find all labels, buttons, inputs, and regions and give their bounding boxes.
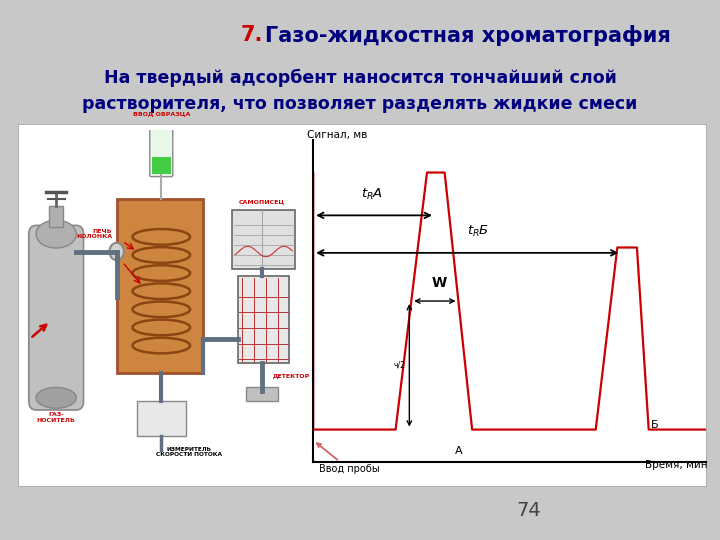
- Text: растворителя, что позволяет разделять жидкие смеси: растворителя, что позволяет разделять жи…: [82, 94, 638, 113]
- Text: На твердый адсорбент наносится тончайший слой: На твердый адсорбент наносится тончайший…: [104, 69, 616, 87]
- Text: А: А: [454, 446, 462, 456]
- FancyBboxPatch shape: [152, 157, 171, 174]
- Text: ИЗМЕРИТЕЛЬ
СКОРОСТИ ПОТОКА: ИЗМЕРИТЕЛЬ СКОРОСТИ ПОТОКА: [156, 447, 222, 457]
- Text: ДЕТЕКТОР: ДЕТЕКТОР: [272, 374, 310, 379]
- FancyBboxPatch shape: [238, 276, 289, 363]
- Ellipse shape: [109, 243, 124, 260]
- Text: САМОПИСЕЦ: САМОПИСЕЦ: [239, 199, 285, 205]
- FancyBboxPatch shape: [29, 225, 84, 410]
- FancyBboxPatch shape: [137, 401, 186, 436]
- FancyBboxPatch shape: [232, 210, 295, 269]
- Ellipse shape: [36, 220, 76, 248]
- Text: Время, мин: Время, мин: [645, 461, 708, 470]
- Text: Ввод пробы: Ввод пробы: [317, 443, 379, 474]
- Text: $t_R$А: $t_R$А: [361, 187, 383, 202]
- Text: 74: 74: [517, 501, 541, 520]
- Text: ч/2: ч/2: [394, 361, 405, 370]
- Text: 7.: 7.: [240, 25, 263, 45]
- Text: ВВОД ОБРАЗЦА: ВВОД ОБРАЗЦА: [132, 112, 190, 117]
- FancyBboxPatch shape: [18, 124, 706, 486]
- Text: $t_R$Б: $t_R$Б: [467, 224, 489, 239]
- Ellipse shape: [36, 387, 76, 408]
- Text: W: W: [431, 276, 446, 291]
- FancyBboxPatch shape: [49, 206, 63, 227]
- Text: Сигнал, мв: Сигнал, мв: [307, 130, 368, 140]
- FancyBboxPatch shape: [150, 121, 173, 177]
- Text: Газо-жидкостная хроматография: Газо-жидкостная хроматография: [265, 25, 671, 45]
- Text: ПЕЧЬ
КОЛОНКА: ПЕЧЬ КОЛОНКА: [76, 229, 112, 239]
- FancyBboxPatch shape: [246, 387, 278, 401]
- FancyBboxPatch shape: [117, 199, 203, 374]
- Text: Б: Б: [651, 420, 658, 430]
- Text: ГАЗ-
НОСИТЕЛЬ: ГАЗ- НОСИТЕЛЬ: [37, 411, 76, 422]
